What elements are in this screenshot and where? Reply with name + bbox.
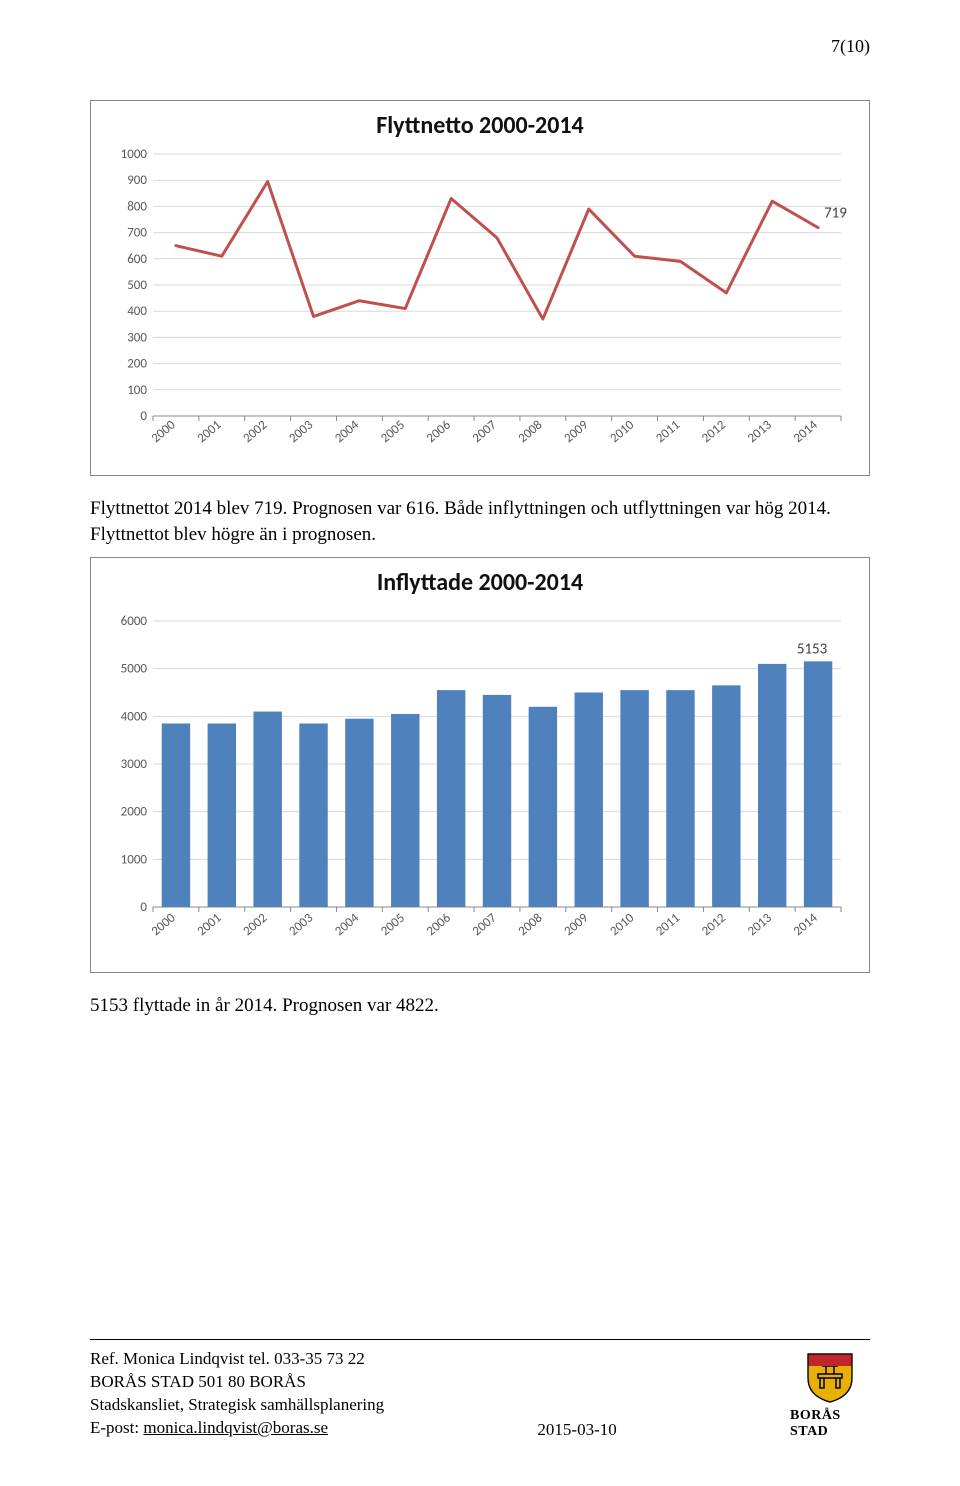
svg-text:700: 700 bbox=[127, 226, 147, 241]
svg-text:2006: 2006 bbox=[424, 911, 454, 940]
logo-text: BORÅS STAD bbox=[790, 1408, 870, 1440]
footer-text-block: Ref. Monica Lindqvist tel. 033-35 73 22 … bbox=[90, 1348, 384, 1440]
svg-text:5000: 5000 bbox=[121, 662, 148, 677]
svg-text:5153: 5153 bbox=[797, 641, 828, 659]
svg-text:2002: 2002 bbox=[240, 911, 270, 940]
svg-text:2003: 2003 bbox=[286, 417, 316, 446]
page: 7(10) Flyttnetto 2000-2014 0 100 200 300 400… bbox=[0, 0, 960, 1486]
footer-email-line: E-post: monica.lindqvist@boras.se bbox=[90, 1417, 384, 1440]
svg-text:719: 719 bbox=[824, 205, 847, 223]
line-chart-card: Flyttnetto 2000-2014 0 100 200 300 400 500 600… bbox=[90, 100, 870, 476]
svg-text:2005: 2005 bbox=[378, 418, 408, 446]
paragraph-2: 5153 flyttade in år 2014. Prognosen var … bbox=[90, 993, 870, 1019]
svg-text:500: 500 bbox=[127, 278, 147, 293]
svg-text:2012: 2012 bbox=[699, 911, 729, 940]
svg-text:0: 0 bbox=[140, 409, 147, 424]
bar-chart-title: Inflyttade 2000-2014 bbox=[103, 568, 857, 597]
svg-text:600: 600 bbox=[127, 252, 147, 267]
svg-text:2007: 2007 bbox=[470, 911, 500, 940]
shield-icon bbox=[802, 1348, 858, 1404]
svg-text:800: 800 bbox=[127, 199, 147, 214]
footer-ref: Ref. Monica Lindqvist tel. 033-35 73 22 bbox=[90, 1348, 384, 1371]
svg-text:2014: 2014 bbox=[791, 417, 821, 446]
bar-chart: 0 1000 2000 3000 4000 5000 6000 2000 2001 2002 200… bbox=[103, 603, 853, 953]
svg-text:2011: 2011 bbox=[653, 911, 683, 939]
svg-text:300: 300 bbox=[127, 330, 147, 345]
footer-address: BORÅS STAD 501 80 BORÅS bbox=[90, 1371, 384, 1394]
footer: Ref. Monica Lindqvist tel. 033-35 73 22 … bbox=[90, 1339, 870, 1440]
line-chart-title: Flyttnetto 2000-2014 bbox=[103, 111, 857, 140]
svg-text:2000: 2000 bbox=[149, 911, 179, 940]
svg-text:2005: 2005 bbox=[378, 911, 408, 939]
svg-text:2011: 2011 bbox=[653, 418, 683, 446]
line-chart: 0 100 200 300 400 500 600 700 800 900 1000 2000 2001… bbox=[103, 146, 853, 456]
svg-text:900: 900 bbox=[127, 173, 147, 188]
svg-text:2012: 2012 bbox=[699, 417, 729, 446]
svg-text:100: 100 bbox=[127, 383, 147, 398]
svg-text:2010: 2010 bbox=[607, 911, 637, 940]
svg-text:2004: 2004 bbox=[332, 417, 362, 446]
svg-text:2004: 2004 bbox=[332, 911, 362, 940]
svg-text:4000: 4000 bbox=[121, 710, 148, 725]
svg-text:200: 200 bbox=[127, 357, 147, 372]
svg-text:400: 400 bbox=[127, 304, 147, 319]
logo: BORÅS STAD bbox=[790, 1348, 870, 1440]
svg-text:3000: 3000 bbox=[121, 757, 148, 772]
svg-text:2008: 2008 bbox=[516, 417, 546, 446]
footer-divider bbox=[90, 1339, 870, 1340]
svg-text:1000: 1000 bbox=[121, 147, 148, 162]
page-number: 7(10) bbox=[831, 36, 870, 57]
footer-dept: Stadskansliet, Strategisk samhällsplaner… bbox=[90, 1394, 384, 1417]
svg-text:2009: 2009 bbox=[561, 417, 591, 446]
svg-text:6000: 6000 bbox=[121, 614, 148, 629]
svg-text:2006: 2006 bbox=[424, 417, 454, 446]
svg-text:2001: 2001 bbox=[195, 911, 225, 939]
paragraph-1: Flyttnettot 2014 blev 719. Prognosen var… bbox=[90, 496, 870, 547]
svg-text:2007: 2007 bbox=[470, 417, 500, 446]
svg-text:2014: 2014 bbox=[791, 911, 821, 940]
svg-text:2001: 2001 bbox=[195, 418, 225, 446]
footer-date: 2015-03-10 bbox=[537, 1420, 616, 1440]
bar-chart-card: Inflyttade 2000-2014 0 1000 2000 3000 4000 50… bbox=[90, 557, 870, 973]
svg-text:1000: 1000 bbox=[121, 853, 148, 868]
svg-text:2010: 2010 bbox=[607, 417, 637, 446]
svg-text:2013: 2013 bbox=[745, 911, 775, 940]
footer-email-link[interactable]: monica.lindqvist@boras.se bbox=[143, 1418, 328, 1437]
svg-text:2003: 2003 bbox=[286, 911, 316, 940]
svg-text:0: 0 bbox=[140, 900, 147, 915]
svg-text:2009: 2009 bbox=[561, 911, 591, 940]
svg-text:2008: 2008 bbox=[516, 911, 546, 940]
svg-text:2000: 2000 bbox=[121, 805, 148, 820]
svg-text:2002: 2002 bbox=[240, 417, 270, 446]
svg-text:2013: 2013 bbox=[745, 417, 775, 446]
svg-text:2000: 2000 bbox=[149, 417, 179, 446]
footer-email-prefix: E-post: bbox=[90, 1418, 143, 1437]
